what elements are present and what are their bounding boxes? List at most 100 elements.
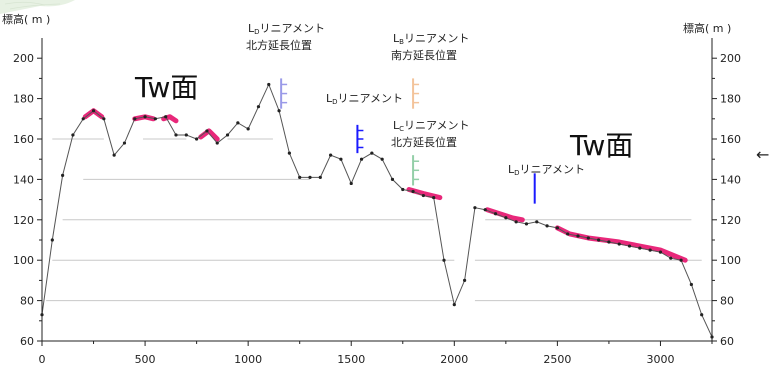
y-tick-label-left: 60 xyxy=(20,335,34,348)
profile-point xyxy=(50,238,54,242)
profile-point xyxy=(277,109,281,113)
profile-point xyxy=(195,137,199,141)
annotation-sub: D xyxy=(332,98,337,106)
annotation-prefix: L xyxy=(393,119,400,132)
profile-point xyxy=(545,224,549,228)
annotation-prefix: L xyxy=(326,92,333,105)
profile-point xyxy=(164,115,168,119)
arrow-left-icon: ← xyxy=(756,145,769,164)
svg-text:LDリニアメント: LDリニアメント xyxy=(508,163,585,177)
profile-point xyxy=(349,181,353,186)
profile-point xyxy=(256,105,261,109)
svg-text:LBリニアメント: LBリニアメント xyxy=(393,32,469,46)
profile-point xyxy=(535,220,539,224)
profile-point xyxy=(308,175,312,179)
profile-point xyxy=(112,153,116,157)
annotation-sub: C xyxy=(399,125,404,133)
profile-point xyxy=(432,195,436,200)
y-tick-label-right: 120 xyxy=(720,214,741,227)
annotation-prefix: L xyxy=(508,163,515,176)
profile-point xyxy=(205,129,209,133)
profile-point xyxy=(246,127,250,131)
y-tick-label-right: 160 xyxy=(720,133,741,146)
profile-point xyxy=(91,109,96,113)
x-tick-label: 0 xyxy=(39,353,46,366)
profile-point xyxy=(597,238,601,242)
annotation-lc-north: LCリニアメント 北方延長位置 xyxy=(391,119,469,149)
terrace-band xyxy=(198,128,220,142)
x-tick-label: 500 xyxy=(135,353,156,366)
profile-point xyxy=(700,313,704,317)
profile-point xyxy=(236,121,240,125)
profile-point xyxy=(442,258,446,262)
profile-point xyxy=(370,151,374,155)
profile-point xyxy=(215,141,219,145)
x-tick-label: 3000 xyxy=(646,353,674,366)
surface-label-right: Tw面 xyxy=(569,129,633,162)
svg-text:LDリニアメント: LDリニアメント xyxy=(326,92,403,106)
profile-point xyxy=(122,141,127,145)
x-tick-label: 1000 xyxy=(234,353,262,366)
profile-line xyxy=(41,83,713,338)
annotation-suffix: リニアメント xyxy=(404,119,469,132)
map-texture xyxy=(0,0,75,14)
y-tick-label-left: 80 xyxy=(20,295,34,308)
profile-point xyxy=(359,157,364,161)
annotation-ld-east: LDリニアメント xyxy=(508,163,585,177)
profile-point xyxy=(421,193,425,198)
profile-point xyxy=(184,133,188,137)
profile-point xyxy=(102,117,106,121)
profile-point xyxy=(298,175,302,179)
profile-point xyxy=(638,246,642,250)
annotation-sub: B xyxy=(399,38,404,46)
profile-point xyxy=(648,248,652,252)
profile-point xyxy=(504,216,508,220)
lineament-markers xyxy=(280,78,536,204)
y-axis-label-right: 標高( m ) xyxy=(683,21,731,35)
profile-point xyxy=(524,222,529,226)
profile-point xyxy=(318,175,322,179)
y-tick-label-left: 160 xyxy=(13,133,34,146)
profile-point xyxy=(627,244,632,248)
profile-point xyxy=(452,303,456,307)
profile-point xyxy=(566,232,570,236)
annotation-sub: D xyxy=(254,28,259,36)
profile-point xyxy=(339,157,343,161)
y-tick-label-right: 80 xyxy=(720,295,734,308)
profile-point xyxy=(81,117,85,121)
profile-point xyxy=(133,117,137,121)
y-tick-label-right: 60 xyxy=(720,335,734,348)
profile-point xyxy=(617,242,621,246)
profile-point xyxy=(586,236,590,240)
svg-text:LDリニアメント: LDリニアメント xyxy=(248,22,325,36)
y-tick-label-right: 100 xyxy=(720,254,741,267)
annotation-suffix: リニアメント xyxy=(520,163,585,176)
annotation-ld-mid: LDリニアメント xyxy=(326,92,403,106)
profile-point xyxy=(473,206,477,210)
y-tick-label-right: 200 xyxy=(720,52,741,65)
terrace-band xyxy=(484,207,525,223)
profile-point xyxy=(225,133,230,137)
profile-point xyxy=(463,278,467,282)
y-axis-label-left: 標高( m ) xyxy=(2,12,50,26)
annotation-line2: 北方延長位置 xyxy=(246,38,312,52)
profile-point xyxy=(658,250,663,254)
y-tick-label-left: 200 xyxy=(13,52,34,65)
profile-point xyxy=(555,226,559,230)
elevation-profile xyxy=(40,82,714,339)
surface-label-left: Tw面 xyxy=(134,71,198,104)
y-tick-label-left: 100 xyxy=(13,254,34,267)
profile-point xyxy=(483,208,487,212)
profile-point xyxy=(607,240,611,244)
profile-point xyxy=(411,189,415,194)
profile-point xyxy=(61,173,65,177)
x-tick-label: 2000 xyxy=(440,353,468,366)
profile-point xyxy=(380,157,384,161)
profile-point xyxy=(153,117,157,121)
profile-point xyxy=(514,220,518,224)
annotation-lb-south: LBリニアメント 南方延長位置 xyxy=(391,32,469,62)
annotation-prefix: L xyxy=(248,22,255,35)
annotation-suffix: リニアメント xyxy=(404,32,469,45)
